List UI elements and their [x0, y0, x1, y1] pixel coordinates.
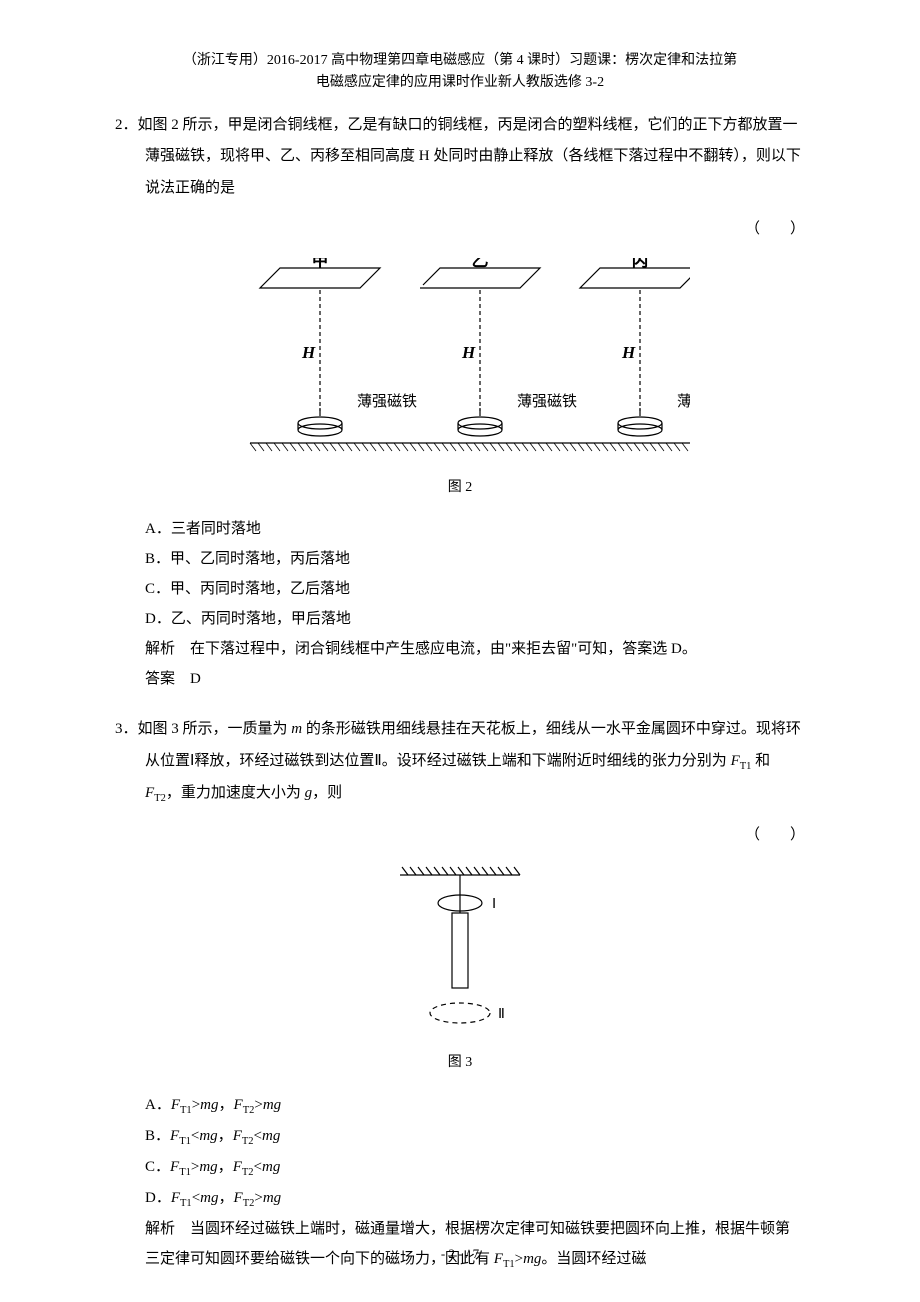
q2-option-c: C．甲、丙同时落地，乙后落地 [145, 574, 805, 604]
q3-option-a: A．FT1>mg，FT2>mg [145, 1090, 805, 1121]
svg-text:丙: 丙 [632, 258, 649, 270]
q2-text: 2．如图 2 所示，甲是闭合铜线框，乙是有缺口的铜线框，丙是闭合的塑料线框，它们… [115, 110, 805, 205]
q2-answer-text: D [190, 671, 201, 687]
q2-option-b: B．甲、乙同时落地，丙后落地 [145, 544, 805, 574]
fig2-caption: 图 2 [115, 473, 805, 502]
q3-option-d: D．FT1<mg，FT2>mg [145, 1183, 805, 1214]
question-2: 2．如图 2 所示，甲是闭合铜线框，乙是有缺口的铜线框，丙是闭合的塑料线框，它们… [115, 110, 805, 694]
figure-2: 甲 乙 丙 H 薄强磁铁 H [115, 258, 805, 502]
q3-explain: 解析 当圆环经过磁铁上端时，磁通量增大，根据楞次定律可知磁铁要把圆环向上推，根据… [115, 1214, 805, 1275]
page-header: （浙江专用）2016-2017 高中物理第四章电磁感应（第 4 课时）习题课：楞… [115, 50, 805, 95]
q3-number: 3． [115, 721, 138, 737]
q3-option-b: B．FT1<mg，FT2<mg [145, 1121, 805, 1152]
svg-text:薄强磁铁: 薄强磁铁 [517, 393, 577, 410]
q2-answer-label: 答案 [145, 671, 175, 687]
question-3: 3．如图 3 所示，一质量为 m 的条形磁铁用细线悬挂在天花板上，细线从一水平金… [115, 714, 805, 1274]
svg-text:H: H [301, 343, 316, 362]
svg-text:乙: 乙 [472, 258, 489, 270]
q2-option-d: D．乙、丙同时落地，甲后落地 [145, 604, 805, 634]
svg-text:Ⅰ: Ⅰ [492, 897, 496, 912]
svg-text:甲: 甲 [312, 258, 329, 270]
q2-body: 如图 2 所示，甲是闭合铜线框，乙是有缺口的铜线框，丙是闭合的塑料线框，它们的正… [138, 117, 801, 196]
q2-explain-text: 在下落过程中，闭合铜线框中产生感应电流，由"来拒去留"可知，答案选 D。 [190, 641, 697, 657]
svg-text:薄强磁铁: 薄强磁铁 [357, 393, 417, 410]
svg-text:H: H [621, 343, 636, 362]
figure-3: Ⅰ Ⅱ 图 3 [115, 863, 805, 1077]
header-line2: 电磁感应定律的应用课时作业新人教版选修 3-2 [115, 72, 805, 94]
fig2-svg: 甲 乙 丙 H 薄强磁铁 H [230, 258, 690, 463]
page-number: - 2 - / 7 [0, 1246, 920, 1262]
q2-option-a: A．三者同时落地 [145, 514, 805, 544]
svg-text:H: H [461, 343, 476, 362]
q3-options: A．FT1>mg，FT2>mg B．FT1<mg，FT2<mg C．FT1>mg… [115, 1090, 805, 1214]
fig3-caption: 图 3 [115, 1048, 805, 1077]
svg-text:薄强磁铁: 薄强磁铁 [677, 393, 690, 410]
q3-text: 3．如图 3 所示，一质量为 m 的条形磁铁用细线悬挂在天花板上，细线从一水平金… [115, 714, 805, 810]
q3-blank: （ ） [115, 820, 805, 852]
q2-options: A．三者同时落地 B．甲、乙同时落地，丙后落地 C．甲、丙同时落地，乙后落地 D… [115, 514, 805, 634]
q3-explain-label: 解析 [145, 1221, 175, 1237]
q2-explain-label: 解析 [145, 641, 175, 657]
q2-answer: 答案 D [115, 664, 805, 694]
header-line1: （浙江专用）2016-2017 高中物理第四章电磁感应（第 4 课时）习题课：楞… [115, 50, 805, 72]
q2-explain: 解析 在下落过程中，闭合铜线框中产生感应电流，由"来拒去留"可知，答案选 D。 [115, 634, 805, 664]
q3-option-c: C．FT1>mg，FT2<mg [145, 1152, 805, 1183]
q2-blank: （ ） [115, 214, 805, 246]
q2-number: 2． [115, 117, 138, 133]
svg-text:Ⅱ: Ⅱ [498, 1007, 505, 1022]
fig3-svg: Ⅰ Ⅱ [370, 863, 550, 1038]
